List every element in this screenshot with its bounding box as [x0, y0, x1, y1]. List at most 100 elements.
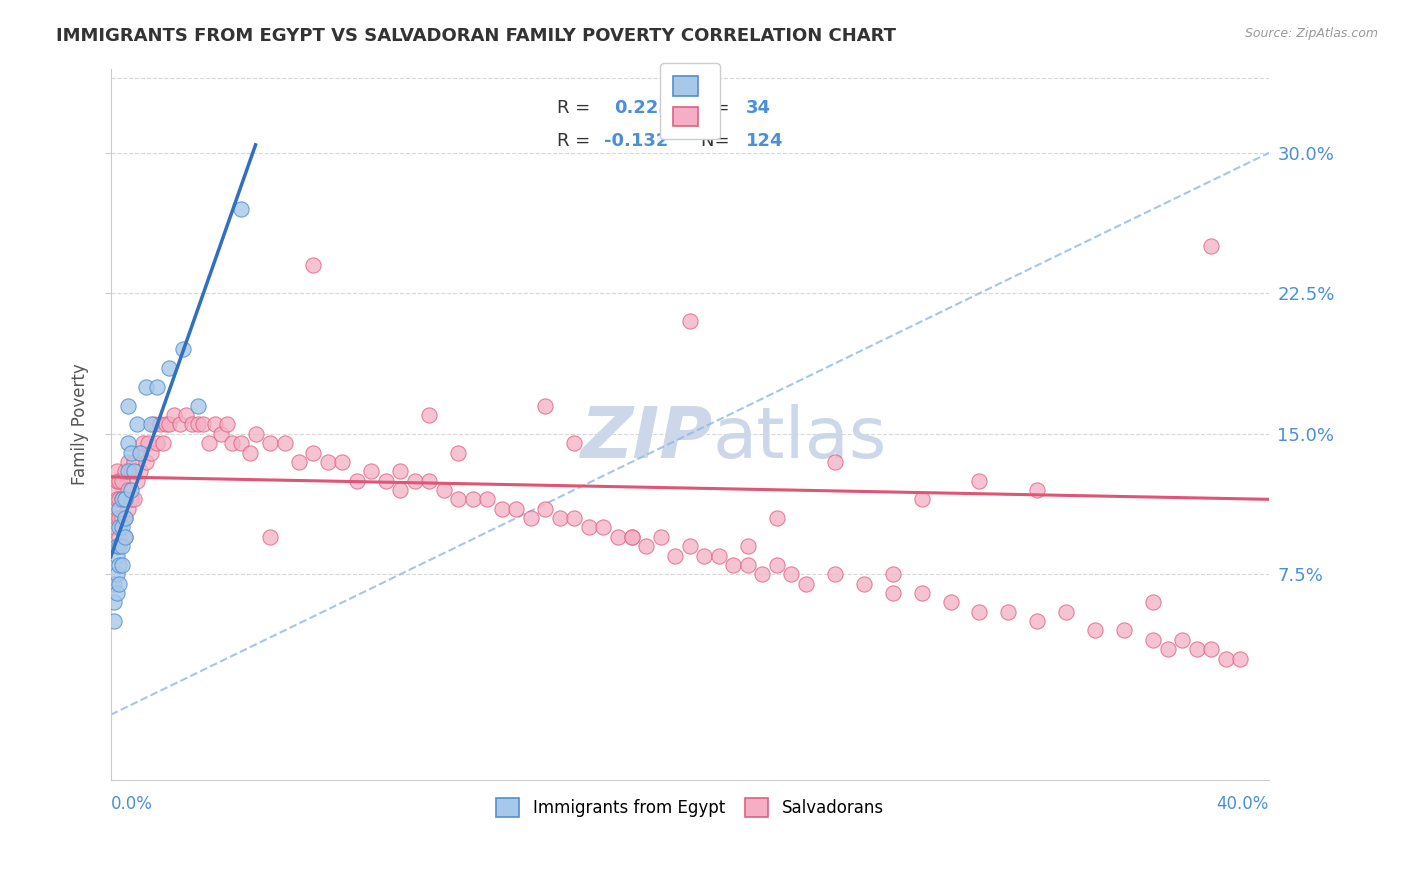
Point	[910, 492, 932, 507]
Point	[882, 567, 904, 582]
Point	[519, 511, 541, 525]
Point	[316, 455, 339, 469]
Point	[103, 483, 125, 497]
Point	[693, 549, 716, 563]
Point	[679, 314, 702, 328]
Point	[1215, 651, 1237, 665]
Point	[229, 436, 252, 450]
Point	[204, 417, 226, 432]
Point	[114, 464, 136, 478]
Text: N=: N=	[702, 99, 735, 117]
Point	[134, 380, 156, 394]
Point	[1199, 239, 1222, 253]
Point	[117, 436, 139, 450]
Point	[606, 530, 628, 544]
Point	[103, 576, 125, 591]
Point	[302, 445, 325, 459]
Point	[360, 464, 382, 478]
Point	[1142, 632, 1164, 647]
Point	[141, 445, 163, 459]
Point	[128, 445, 150, 459]
Point	[187, 417, 209, 432]
Point	[418, 408, 440, 422]
Point	[122, 492, 145, 507]
Point	[1229, 651, 1251, 665]
Point	[114, 492, 136, 507]
Point	[1185, 642, 1208, 657]
Point	[404, 474, 426, 488]
Point	[174, 408, 197, 422]
Point	[111, 558, 134, 572]
Point	[592, 520, 614, 534]
Text: atlas: atlas	[713, 404, 887, 473]
Point	[882, 586, 904, 600]
Point	[108, 530, 131, 544]
Point	[111, 539, 134, 553]
Point	[534, 501, 557, 516]
Text: ZIP: ZIP	[581, 404, 713, 473]
Y-axis label: Family Poverty: Family Poverty	[72, 364, 89, 485]
Point	[650, 530, 672, 544]
Point	[157, 361, 180, 376]
Point	[505, 501, 527, 516]
Point	[128, 445, 150, 459]
Point	[389, 464, 412, 478]
Point	[117, 455, 139, 469]
Point	[969, 605, 991, 619]
Point	[1157, 642, 1180, 657]
Point	[143, 417, 166, 432]
Point	[221, 436, 243, 450]
Point	[1171, 632, 1194, 647]
Point	[103, 501, 125, 516]
Text: Source: ZipAtlas.com: Source: ZipAtlas.com	[1244, 27, 1378, 40]
Point	[114, 511, 136, 525]
Point	[939, 595, 962, 609]
Point	[1054, 605, 1077, 619]
Point	[259, 436, 281, 450]
Point	[122, 455, 145, 469]
Text: IMMIGRANTS FROM EGYPT VS SALVADORAN FAMILY POVERTY CORRELATION CHART: IMMIGRANTS FROM EGYPT VS SALVADORAN FAMI…	[56, 27, 896, 45]
Point	[193, 417, 215, 432]
Point	[114, 530, 136, 544]
Point	[374, 474, 396, 488]
Point	[461, 492, 484, 507]
Point	[1142, 595, 1164, 609]
Point	[114, 530, 136, 544]
Text: 0.225: 0.225	[614, 99, 672, 117]
Point	[117, 501, 139, 516]
Point	[172, 343, 194, 357]
Point	[146, 380, 169, 394]
Point	[117, 399, 139, 413]
Point	[751, 567, 773, 582]
Point	[1026, 483, 1049, 497]
Point	[131, 436, 153, 450]
Point	[187, 399, 209, 413]
Point	[157, 417, 180, 432]
Point	[245, 426, 267, 441]
Point	[125, 474, 148, 488]
Point	[447, 492, 470, 507]
Point	[852, 576, 875, 591]
Point	[111, 520, 134, 534]
Point	[969, 474, 991, 488]
Point	[418, 474, 440, 488]
Point	[1114, 624, 1136, 638]
Point	[548, 511, 571, 525]
Point	[229, 202, 252, 216]
Point	[163, 408, 186, 422]
Point	[620, 530, 643, 544]
Point	[111, 474, 134, 488]
Point	[105, 567, 128, 582]
Point	[117, 483, 139, 497]
Point	[134, 455, 156, 469]
Point	[117, 464, 139, 478]
Point	[707, 549, 730, 563]
Point	[288, 455, 311, 469]
Point	[794, 576, 817, 591]
Point	[433, 483, 456, 497]
Point	[578, 520, 600, 534]
Point	[108, 492, 131, 507]
Point	[111, 511, 134, 525]
Text: -0.132: -0.132	[605, 132, 669, 150]
Point	[108, 576, 131, 591]
